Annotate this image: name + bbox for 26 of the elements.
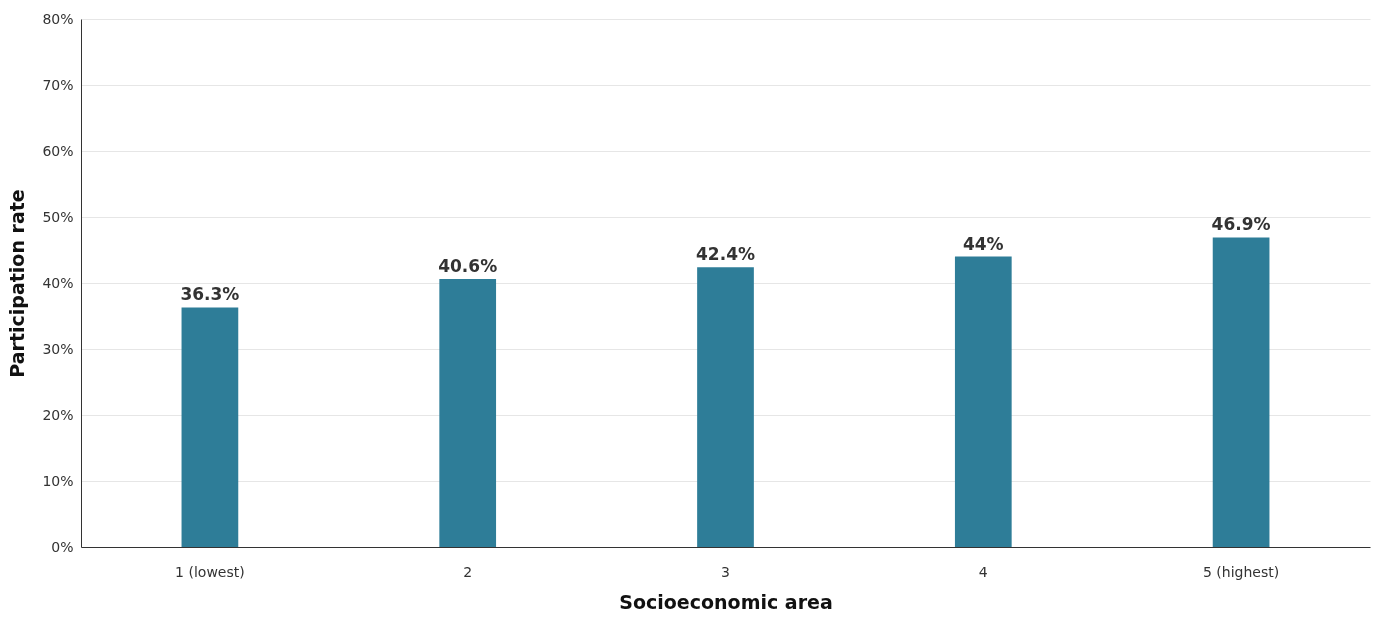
data-label: 40.6% [438,256,498,277]
x-tick-label: 5 (highest) [1203,563,1280,580]
y-axis-title: Participation rate [6,189,29,378]
y-tick-label: 80% [42,10,74,27]
x-tick-label: 2 [463,563,473,580]
y-tick-label: 0% [51,538,74,555]
y-tick-label: 40% [42,274,74,291]
y-tick-label: 60% [42,142,74,159]
bar [1212,237,1270,547]
x-tick-label: 4 [978,563,988,580]
bar [697,267,754,547]
bar [181,307,239,547]
y-tick-label: 10% [42,472,74,489]
data-label: 42.4% [696,244,755,265]
y-tick-label: 70% [42,76,74,93]
y-tick-label: 20% [42,406,74,423]
x-axis-title: Socioeconomic area [619,590,833,613]
data-label: 46.9% [1211,214,1271,235]
y-tick-label: 30% [42,340,74,357]
y-tick-label: 50% [42,208,74,225]
x-tick-label: 1 (lowest) [175,563,245,580]
bar [439,279,497,547]
data-label: 44% [962,233,1004,254]
x-tick-label: 3 [721,563,730,580]
bar [954,256,1012,547]
data-label: 36.3% [180,284,240,305]
